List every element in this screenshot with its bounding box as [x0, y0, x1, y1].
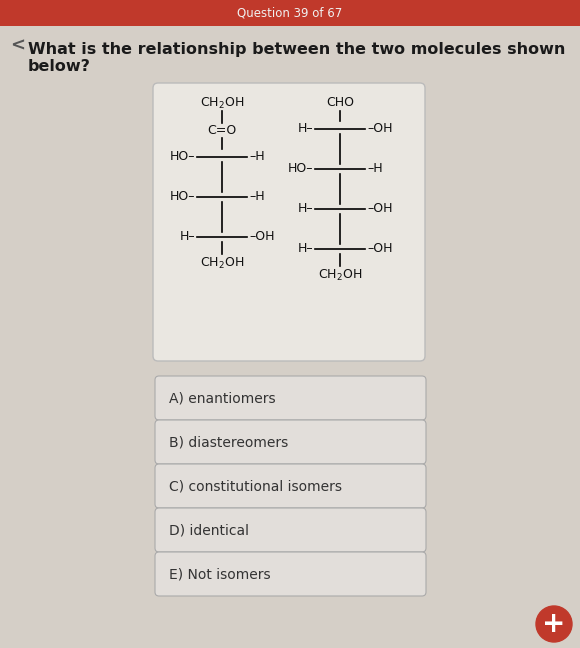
- Text: <: <: [10, 37, 25, 55]
- Text: D) identical: D) identical: [169, 523, 249, 537]
- Text: E) Not isomers: E) Not isomers: [169, 567, 271, 581]
- Circle shape: [536, 606, 572, 642]
- Text: C=O: C=O: [208, 124, 237, 137]
- Text: Question 39 of 67: Question 39 of 67: [237, 6, 343, 19]
- FancyBboxPatch shape: [155, 376, 426, 420]
- FancyBboxPatch shape: [155, 508, 426, 552]
- Text: CH$_2$OH: CH$_2$OH: [200, 255, 244, 271]
- Text: –OH: –OH: [367, 122, 393, 135]
- Text: HO–: HO–: [169, 191, 195, 203]
- FancyBboxPatch shape: [155, 464, 426, 508]
- Text: –OH: –OH: [367, 242, 393, 255]
- Text: CHO: CHO: [326, 97, 354, 110]
- Text: –OH: –OH: [249, 231, 274, 244]
- Text: H–: H–: [298, 202, 313, 216]
- Text: CH$_2$OH: CH$_2$OH: [318, 268, 362, 283]
- FancyBboxPatch shape: [155, 552, 426, 596]
- Text: H–: H–: [298, 122, 313, 135]
- Text: A) enantiomers: A) enantiomers: [169, 391, 276, 405]
- Text: +: +: [542, 610, 566, 638]
- Text: C) constitutional isomers: C) constitutional isomers: [169, 479, 342, 493]
- Text: H–: H–: [179, 231, 195, 244]
- Text: H–: H–: [298, 242, 313, 255]
- Text: –OH: –OH: [367, 202, 393, 216]
- Text: B) diastereomers: B) diastereomers: [169, 435, 288, 449]
- Bar: [0, 0, 580, 26]
- FancyBboxPatch shape: [153, 83, 425, 361]
- Text: –H: –H: [249, 191, 264, 203]
- Text: –H: –H: [367, 163, 383, 176]
- Text: –H: –H: [249, 150, 264, 163]
- Text: HO–: HO–: [288, 163, 313, 176]
- Text: CH$_2$OH: CH$_2$OH: [200, 95, 244, 111]
- FancyBboxPatch shape: [155, 420, 426, 464]
- Text: HO–: HO–: [169, 150, 195, 163]
- Text: What is the relationship between the two molecules shown below?: What is the relationship between the two…: [28, 42, 566, 75]
